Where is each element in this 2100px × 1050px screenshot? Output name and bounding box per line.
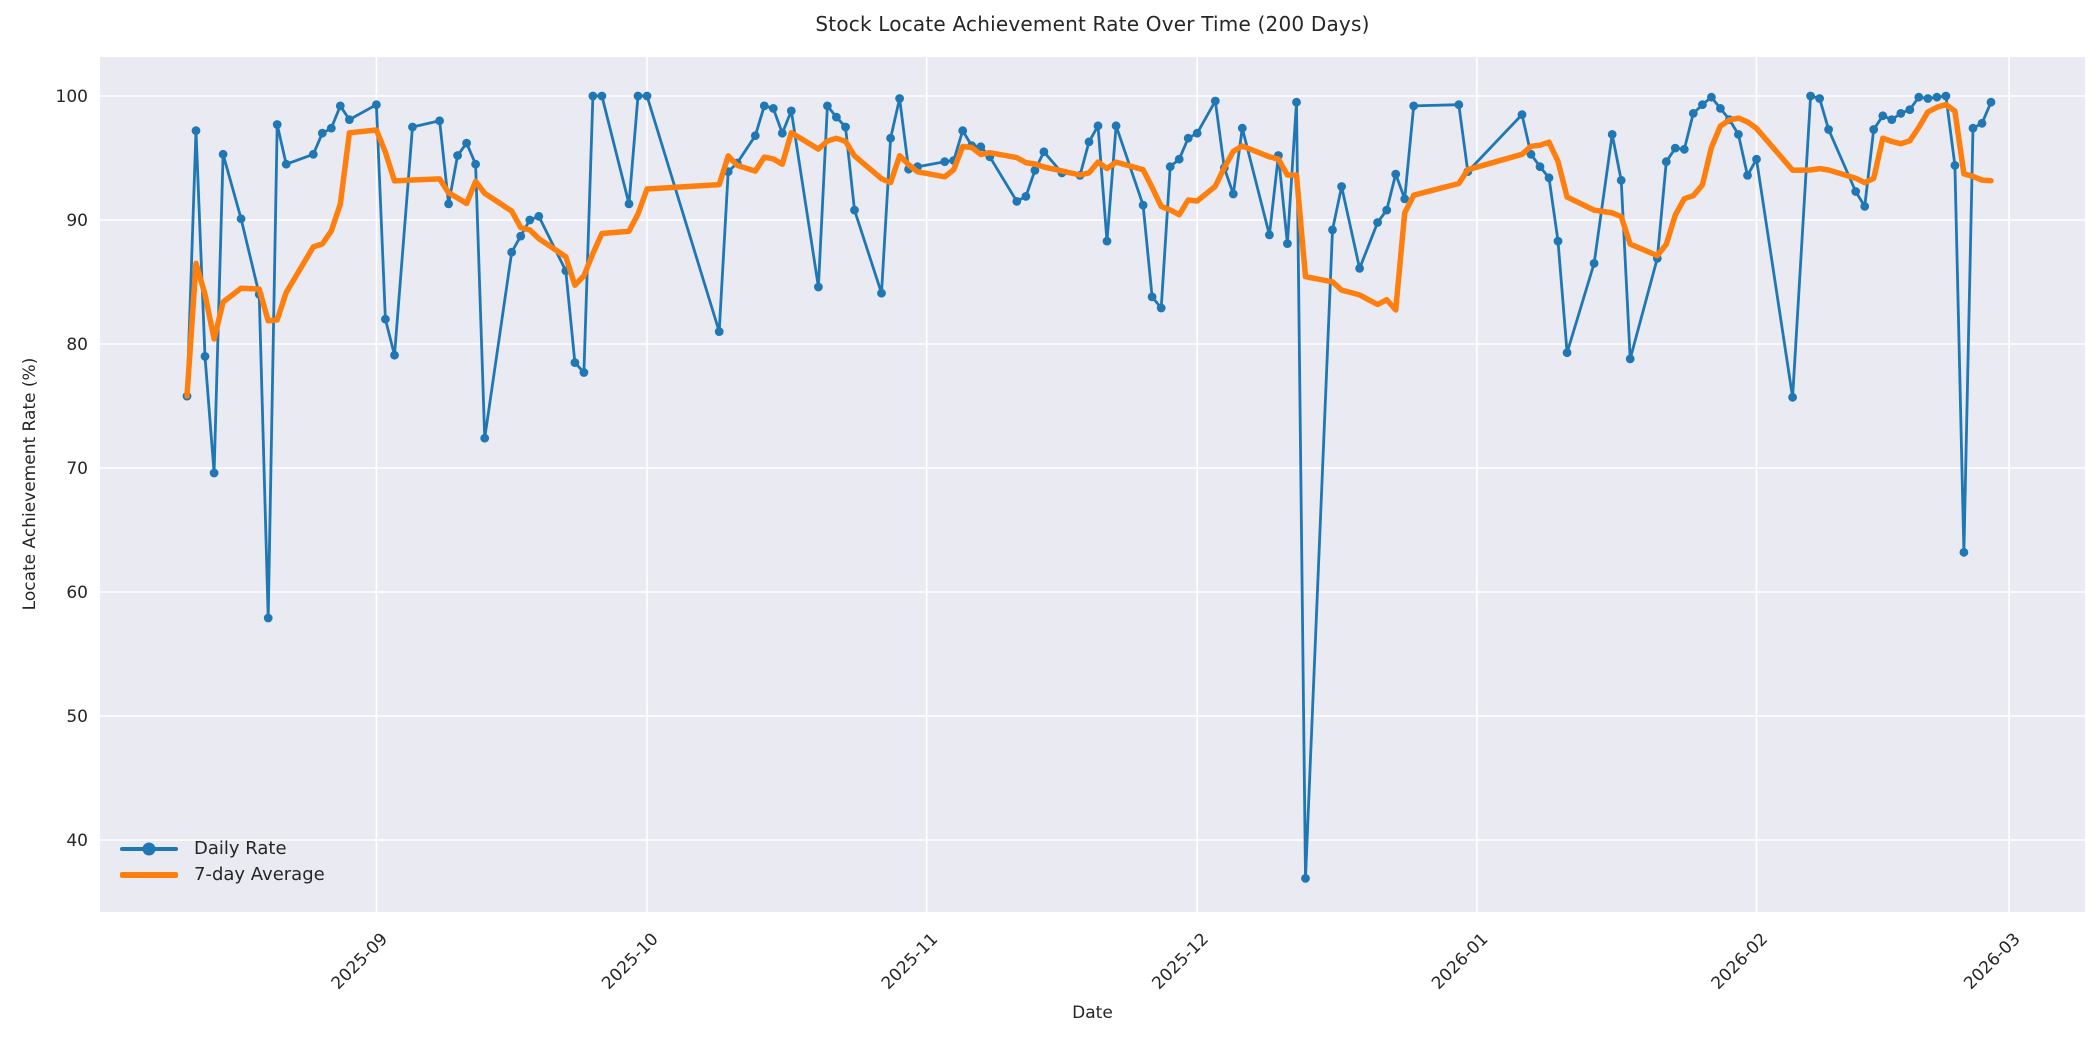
svg-text:80: 80 xyxy=(66,335,88,355)
legend-item-7day-average: 7-day Average xyxy=(120,866,325,884)
svg-text:50: 50 xyxy=(66,707,88,727)
svg-text:2025-11: 2025-11 xyxy=(878,929,942,993)
daily-rate-line-icon xyxy=(120,842,178,856)
daily-rate-markers xyxy=(182,91,1996,883)
svg-text:2025-09: 2025-09 xyxy=(328,929,392,993)
svg-text:2026-01: 2026-01 xyxy=(1428,929,1492,993)
x-axis-label: Date xyxy=(1072,1003,1113,1023)
svg-text:60: 60 xyxy=(66,583,88,603)
svg-text:40: 40 xyxy=(66,831,88,851)
plot-background xyxy=(100,57,2085,912)
x-tick-labels: 2025-09 2025-10 2025-11 2025-12 2026-01 2026-… xyxy=(328,929,2025,993)
legend-label-7day-average: 7-day Average xyxy=(194,864,325,885)
average-line-icon xyxy=(120,870,178,880)
svg-text:100: 100 xyxy=(56,87,88,107)
chart-title: Stock Locate Achievement Rate Over Time … xyxy=(815,12,1370,36)
svg-text:90: 90 xyxy=(66,211,88,231)
y-axis-label: Locate Achievement Rate (%) xyxy=(20,357,40,611)
y-tick-labels: 40 50 60 70 80 90 100 xyxy=(56,87,88,851)
svg-text:2025-12: 2025-12 xyxy=(1148,929,1212,993)
svg-text:2026-02: 2026-02 xyxy=(1708,929,1772,993)
legend: Daily Rate 7-day Average xyxy=(112,836,333,888)
svg-text:2026-03: 2026-03 xyxy=(1960,929,2024,993)
legend-item-daily-rate: Daily Rate xyxy=(120,840,325,858)
rolling-average-line xyxy=(184,101,1994,399)
svg-text:70: 70 xyxy=(66,459,88,479)
svg-text:2025-10: 2025-10 xyxy=(598,929,662,993)
legend-label-daily-rate: Daily Rate xyxy=(194,838,287,859)
